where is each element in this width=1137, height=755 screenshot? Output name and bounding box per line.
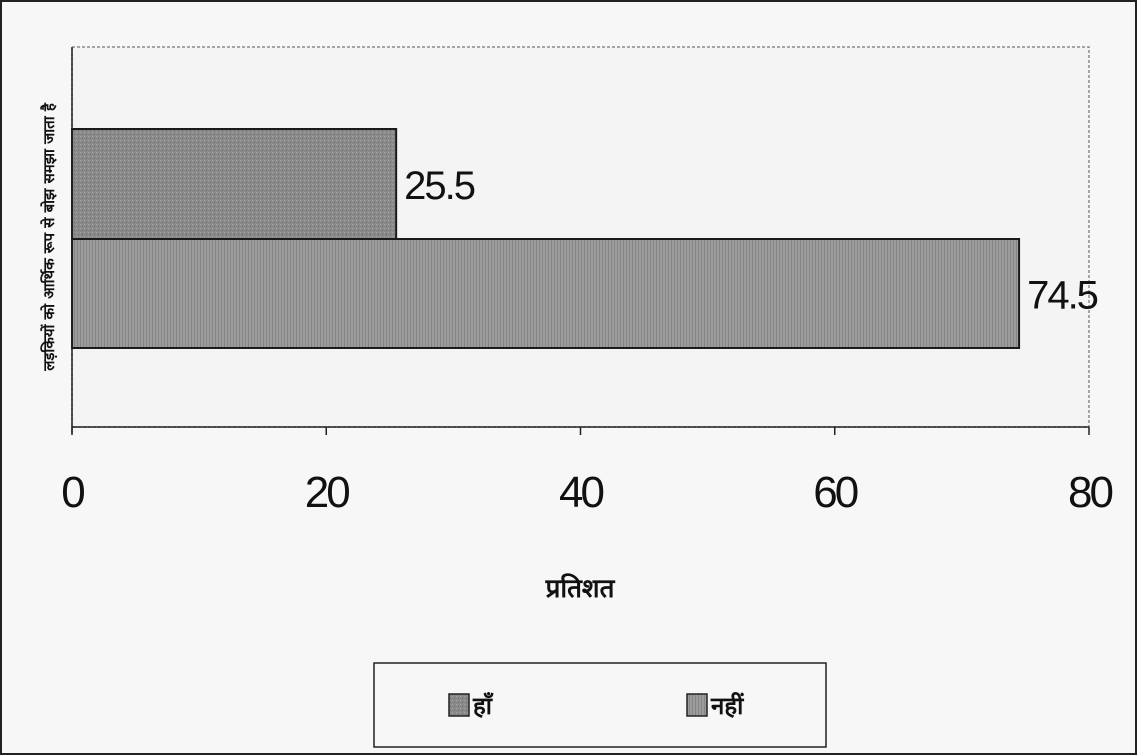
legend-swatch-haan bbox=[448, 693, 470, 717]
value-label-haan: 25.5 bbox=[404, 164, 475, 208]
value-labels-group: 25.5 74.5 bbox=[404, 164, 1100, 318]
x-tick-label: 80 bbox=[1068, 468, 1112, 517]
bar-haan bbox=[71, 128, 398, 240]
x-tick-label: 20 bbox=[305, 468, 349, 517]
x-ticks-group: 0 20 40 60 80 bbox=[61, 427, 1116, 517]
legend-label-nahin: नहीं bbox=[710, 692, 744, 720]
x-tick-label: 0 bbox=[61, 468, 84, 517]
value-label-nahin: 74.5 bbox=[1027, 274, 1098, 318]
legend-box bbox=[373, 662, 827, 748]
bar-nahin bbox=[71, 238, 1021, 349]
y-axis-title: लड़कियों को आर्थिक रूप से बोझ समझा जाता … bbox=[40, 102, 58, 372]
legend-label-haan: हाँ bbox=[472, 692, 494, 720]
x-axis-title: प्रतिशत bbox=[545, 573, 616, 604]
x-tick-label: 40 bbox=[559, 468, 603, 517]
legend-swatch-nahin bbox=[686, 693, 708, 717]
x-tick-label: 60 bbox=[813, 468, 857, 517]
legend: हाँ नहीं bbox=[373, 662, 827, 748]
